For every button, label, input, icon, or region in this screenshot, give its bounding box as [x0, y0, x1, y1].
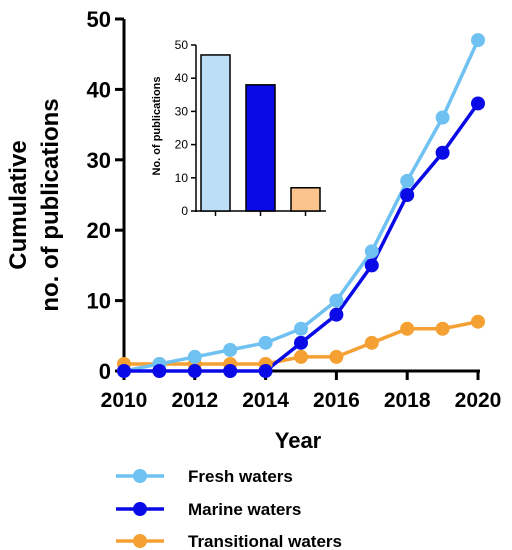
series-point	[329, 349, 344, 364]
inset-y-tick-label: 0	[181, 204, 188, 218]
series-point	[187, 349, 202, 364]
series-point	[258, 364, 273, 378]
series-point	[435, 110, 450, 125]
x-tick-label: 2016	[313, 389, 360, 412]
series-point	[329, 307, 344, 322]
series-point	[223, 342, 238, 357]
series-point	[152, 364, 167, 378]
x-axis-title: Year	[275, 428, 322, 453]
inset-bar	[200, 54, 231, 212]
y-tick-label: 10	[87, 289, 111, 314]
series-point	[364, 258, 379, 273]
x-tick-label: 2012	[171, 389, 218, 412]
y-tick-label: 50	[87, 7, 111, 32]
y-tick-label: 40	[87, 77, 111, 102]
series-point	[400, 188, 415, 202]
y-tick-label: 20	[87, 218, 111, 243]
y-axis-title-line2: no. of publications	[37, 98, 64, 311]
series-point	[364, 244, 379, 259]
series-point	[471, 314, 485, 329]
series-point	[223, 364, 238, 378]
inset-bar-chart: 0 10 20 30 40 50 No. of publications	[151, 38, 326, 218]
series-point	[471, 33, 485, 48]
legend-label: Transitional waters	[188, 532, 342, 550]
inset-y-tick-label: 30	[175, 104, 189, 118]
legend: Fresh waters Marine waters Transitional wa…	[116, 467, 342, 550]
series-point	[258, 335, 273, 350]
y-tick-label: 30	[87, 148, 111, 173]
series-point	[364, 335, 379, 350]
inset-y-tick-label: 50	[175, 38, 189, 52]
x-tick-label: 2014	[242, 389, 289, 412]
series-point	[329, 293, 344, 308]
series-point	[400, 321, 415, 336]
series-point	[294, 349, 308, 364]
legend-marker	[133, 469, 147, 483]
y-axis-title-line1: Cumulative	[5, 140, 32, 269]
inset-y-axis-title: No. of publications	[151, 77, 163, 176]
series-point	[294, 321, 308, 336]
inset-y-tick-label: 40	[175, 71, 189, 85]
series-point	[435, 321, 450, 336]
main-series-points	[117, 33, 485, 378]
inset-bar	[290, 187, 321, 212]
legend-label: Fresh waters	[188, 467, 293, 486]
inset-y-tick-label: 10	[175, 171, 189, 185]
inset-bar	[245, 84, 276, 212]
x-tick-label: 2020	[455, 389, 502, 412]
legend-marker	[133, 502, 147, 516]
inset-bars	[200, 54, 321, 212]
series-point	[471, 96, 485, 111]
series-point	[400, 173, 415, 188]
x-tick-label: 2018	[384, 389, 431, 412]
series-point	[187, 364, 202, 378]
legend-label: Marine waters	[188, 500, 301, 519]
series-point	[117, 364, 131, 378]
x-tick-label: 2010	[101, 389, 148, 412]
series-point	[294, 335, 308, 350]
inset-y-tick-label: 20	[175, 138, 189, 152]
legend-marker	[133, 534, 147, 548]
inset-tick-labels: 0 10 20 30 40 50	[175, 38, 189, 218]
series-point	[435, 145, 450, 160]
y-tick-label: 0	[99, 359, 111, 384]
